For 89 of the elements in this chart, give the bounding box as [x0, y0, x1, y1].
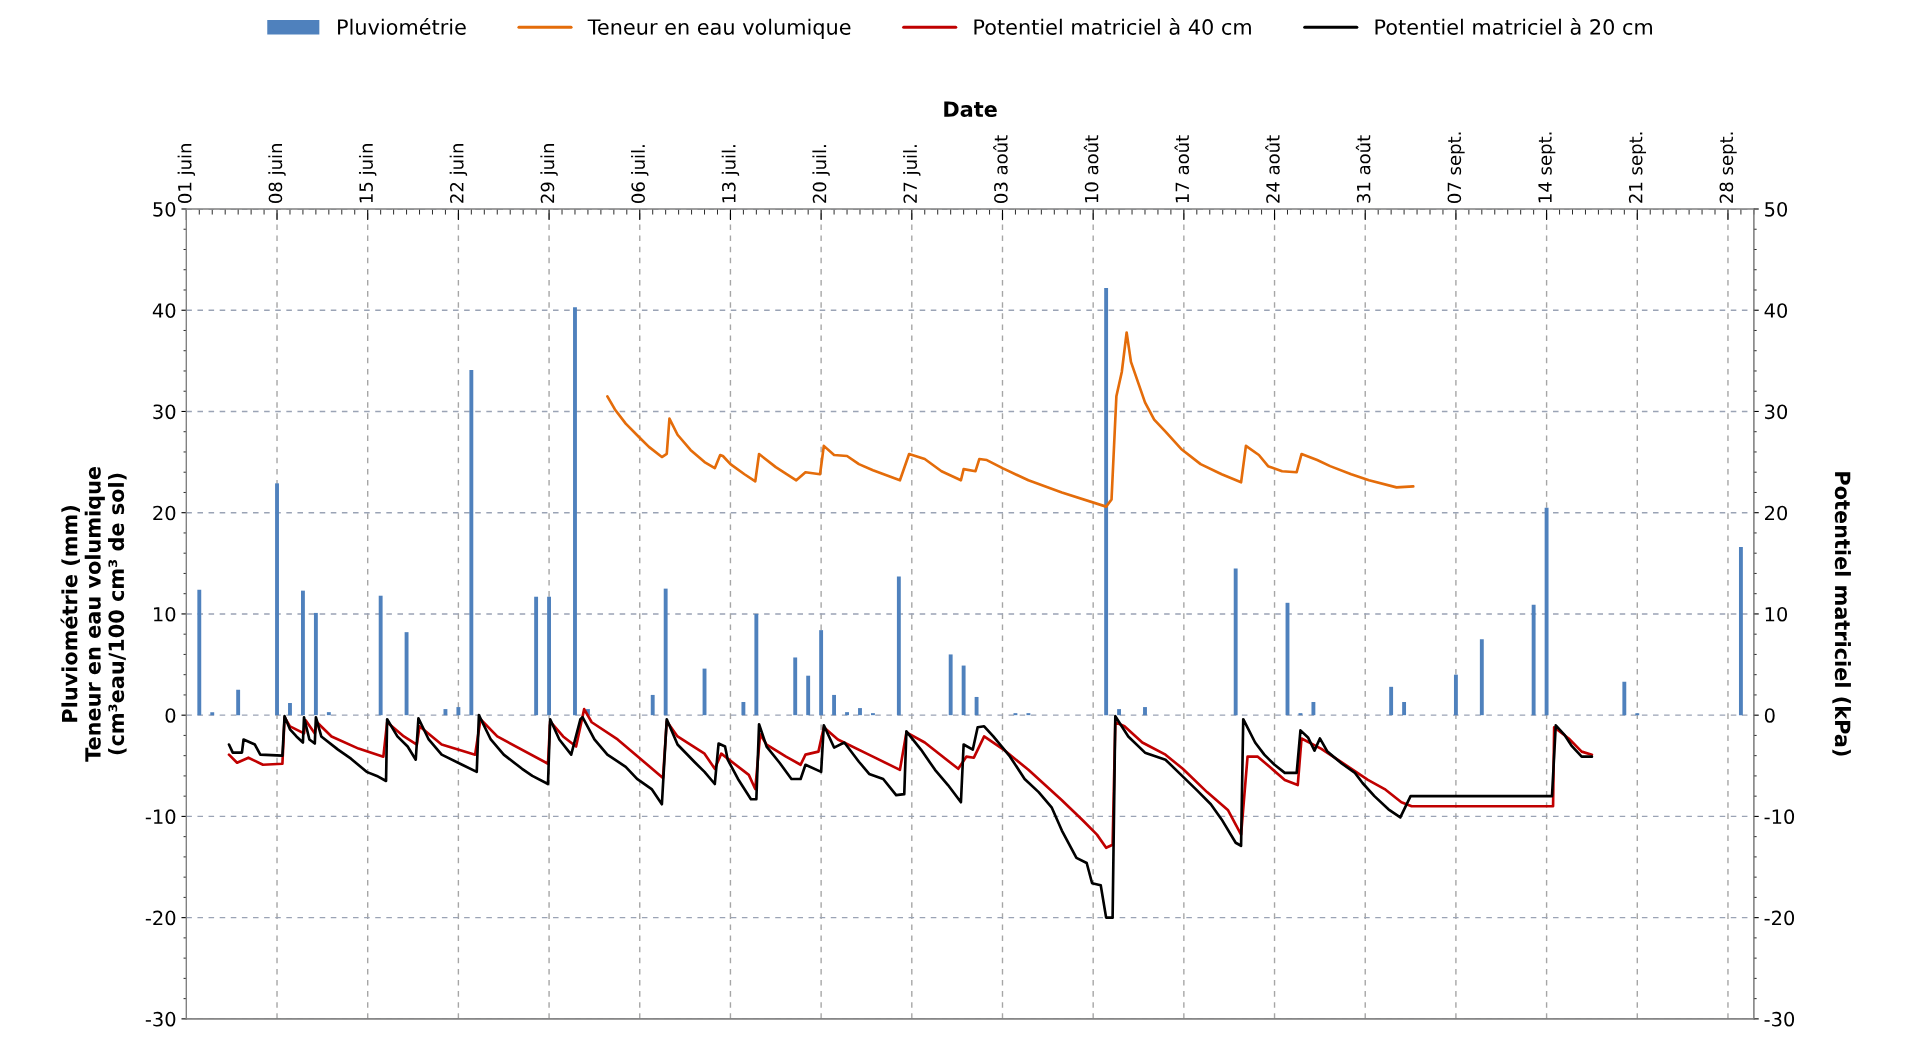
x-tick-label: 22 juin: [449, 144, 468, 203]
bar: [1479, 639, 1484, 716]
bar: [326, 712, 331, 716]
legend-label: Teneur en eau volumique: [587, 18, 851, 39]
bar: [858, 708, 862, 716]
bar: [961, 665, 966, 716]
bar: [1233, 568, 1238, 716]
bar: [1311, 702, 1316, 716]
x-tick-label: 06 juil.: [631, 145, 649, 203]
x-tick-label: 14 sept.: [1538, 132, 1556, 203]
x-tick-label: 08 juin: [268, 144, 286, 203]
bar: [948, 654, 953, 716]
y-tick-label: 30: [153, 404, 176, 420]
bar: [197, 589, 202, 716]
x-axis-title: Date: [944, 101, 997, 118]
bar: [534, 596, 539, 716]
bar: [871, 713, 875, 716]
x-tick-label: 17 août: [1174, 135, 1190, 203]
bar: [845, 712, 849, 716]
bar: [1104, 287, 1109, 716]
bar: [793, 657, 798, 716]
bar: [1402, 702, 1407, 716]
bar: [1143, 707, 1147, 716]
bar: [741, 702, 746, 716]
bar: [1622, 681, 1627, 716]
bar: [573, 307, 577, 716]
y2-tick-label: 50: [1765, 201, 1788, 217]
bar: [974, 696, 979, 716]
x-tick-label: 27 juil.: [903, 145, 921, 203]
bar: [1531, 604, 1536, 716]
y2-tick-label: 40: [1764, 303, 1788, 318]
bar: [819, 630, 824, 716]
x-tick-label: 13 juil.: [721, 145, 740, 203]
y-tick-label: -10: [145, 809, 176, 825]
x-tick-label: 15 juin: [358, 144, 377, 203]
x-tick-label: 20 juil.: [812, 145, 830, 203]
bar: [313, 612, 318, 716]
bar: [1635, 713, 1640, 716]
bar: [275, 483, 279, 716]
bar: [896, 576, 901, 716]
x-tick-label: 29 juin: [540, 144, 558, 203]
bar: [1117, 709, 1122, 716]
bar: [469, 369, 474, 716]
bar: [1738, 547, 1743, 716]
y-axis-title: Pluviométrie (mm) Teneur en eau volumique (cm³eau/100 cm³ de sol): [60, 466, 127, 762]
x-tick-label: 28 sept.: [1719, 132, 1737, 203]
x-tick-label: 03 août: [993, 135, 1008, 203]
y-tick-label: 40: [152, 303, 176, 318]
bar: [456, 707, 461, 716]
bar: [1453, 674, 1458, 716]
y-tick-label: 0: [165, 708, 176, 723]
bar: [806, 675, 811, 716]
y2-tick-label: -10: [1764, 809, 1795, 825]
y2-tick-label: 20: [1765, 505, 1788, 521]
bar: [378, 595, 383, 716]
y-tick-label: 20: [153, 505, 176, 521]
bar: [404, 632, 409, 716]
x-tick-label: 01 juin: [177, 144, 196, 203]
bar: [300, 590, 305, 716]
legend-label: Pluviométrie: [338, 17, 466, 35]
y2-tick-label: -30: [1764, 1011, 1795, 1027]
x-tick-label: 24 août: [1265, 135, 1280, 203]
y2-tick-label: 0: [1764, 708, 1775, 723]
bar: [1389, 686, 1394, 716]
bar: [832, 694, 837, 716]
legend-label: Potentiel matriciel à 20 cm: [1375, 17, 1652, 35]
y-tick-label: -20: [145, 910, 176, 926]
x-tick-label: 31 août: [1355, 135, 1371, 203]
y2-tick-label: 30: [1765, 404, 1788, 420]
x-tick-label: 10 août: [1083, 135, 1099, 203]
bar: [288, 703, 292, 716]
bar: [547, 596, 552, 716]
y-tick-label: 50: [153, 201, 176, 217]
y-tick-label: 10: [154, 606, 176, 622]
y-tick-label: -30: [145, 1011, 176, 1027]
y2-axis-title: Potentiel matriciel (kPa): [1832, 472, 1851, 756]
bar: [443, 709, 448, 716]
y2-tick-label: 10: [1765, 606, 1788, 622]
x-tick-label: 07 sept.: [1447, 132, 1465, 203]
y2-tick-label: -20: [1764, 910, 1795, 926]
bar: [210, 712, 215, 716]
bar: [663, 588, 668, 716]
bar: [1026, 713, 1031, 716]
legend-label: Potentiel matriciel à 40 cm: [974, 17, 1251, 35]
bar: [1544, 507, 1549, 716]
x-tick-label: 21 sept.: [1628, 132, 1647, 203]
bar: [236, 689, 241, 716]
bar: [650, 694, 655, 716]
bar: [754, 613, 759, 716]
